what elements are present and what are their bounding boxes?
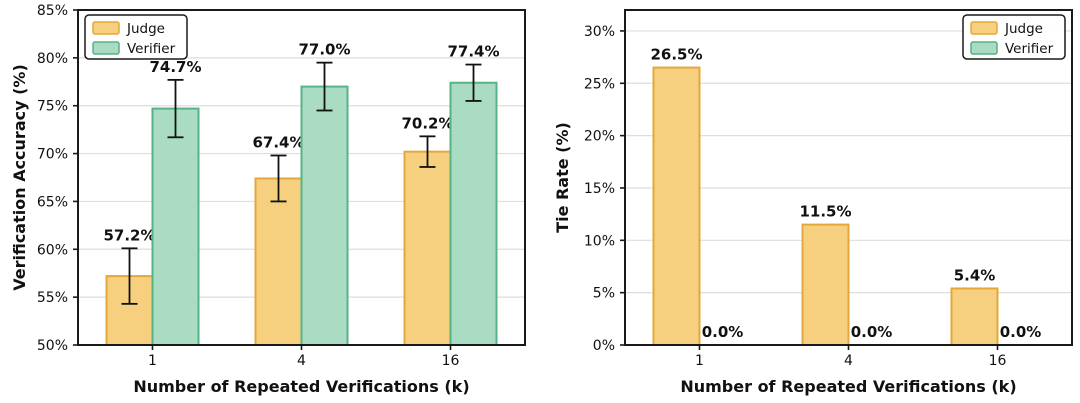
- bar-judge-k1: [652, 66, 701, 346]
- value-label: 74.7%: [149, 58, 201, 76]
- value-label: 77.4%: [447, 43, 499, 61]
- x-tick-label: 1: [148, 353, 157, 369]
- value-label: 57.2%: [103, 226, 155, 244]
- bar-verifier-k4: [300, 85, 349, 346]
- x-tick-label: 4: [844, 353, 853, 369]
- legend-swatch-verifier: [92, 41, 120, 55]
- chart-verification-accuracy: 57.2% 67.4% 70.2% 74.7% 77.0% 77.4% 50% 55% 60% 6…: [10, 3, 526, 396]
- value-label: 26.5%: [650, 46, 702, 64]
- y-tick-label: 80%: [37, 51, 68, 67]
- value-label: 5.4%: [954, 266, 996, 284]
- value-label: 0.0%: [851, 323, 893, 341]
- x-tick-label: 1: [695, 353, 704, 369]
- x-axis-label: Number of Repeated Verifications (k): [133, 377, 469, 396]
- y-tick-label: 50%: [37, 338, 68, 354]
- y-tick-label: 55%: [37, 290, 68, 306]
- y-tick-label: 10%: [584, 233, 615, 249]
- value-label: 0.0%: [1000, 323, 1042, 341]
- x-tick-label: 16: [442, 353, 460, 369]
- x-tick-label: 4: [297, 353, 306, 369]
- x-tick-label: 16: [989, 353, 1007, 369]
- legend-swatch-judge: [970, 21, 998, 35]
- bar-judge-k16: [950, 287, 999, 346]
- y-tick-label: 65%: [37, 194, 68, 210]
- chart-tie-rate: 26.5% 11.5% 5.4% 0.0% 0.0% 0.0% 0% 5% 10% 15% 20% 2…: [553, 9, 1073, 396]
- bar-verifier-k16: [449, 81, 498, 346]
- bar-verifier-k1: [151, 107, 200, 347]
- y-tick-label: 0%: [593, 338, 615, 354]
- y-axis-label: Verification Accuracy (%): [10, 64, 29, 291]
- y-tick-label: 30%: [584, 24, 615, 40]
- y-tick-label: 25%: [584, 76, 615, 92]
- y-tick-label: 15%: [584, 181, 615, 197]
- x-axis-label: Number of Repeated Verifications (k): [680, 377, 1016, 396]
- legend-label-verifier: Verifier: [1005, 41, 1054, 57]
- value-label: 11.5%: [799, 203, 851, 221]
- bar-judge-k4: [801, 223, 850, 346]
- legend-label-verifier: Verifier: [127, 41, 176, 57]
- legend-swatch-verifier: [970, 41, 998, 55]
- value-label: 70.2%: [401, 114, 453, 132]
- y-tick-label: 85%: [37, 3, 68, 19]
- y-tick-label: 70%: [37, 147, 68, 163]
- value-label: 77.0%: [298, 41, 350, 59]
- value-label: 67.4%: [252, 133, 304, 151]
- y-tick-label: 20%: [584, 129, 615, 145]
- bar-judge-k4: [254, 177, 303, 346]
- legend-label-judge: Judge: [126, 21, 165, 37]
- value-label: 0.0%: [702, 323, 744, 341]
- y-tick-label: 60%: [37, 242, 68, 258]
- y-axis-label: Tie Rate (%): [553, 122, 572, 233]
- y-tick-label: 75%: [37, 99, 68, 115]
- legend-label-judge: Judge: [1004, 21, 1043, 37]
- bar-judge-k16: [403, 150, 452, 346]
- legend-swatch-judge: [92, 21, 120, 35]
- y-tick-label: 5%: [593, 286, 615, 302]
